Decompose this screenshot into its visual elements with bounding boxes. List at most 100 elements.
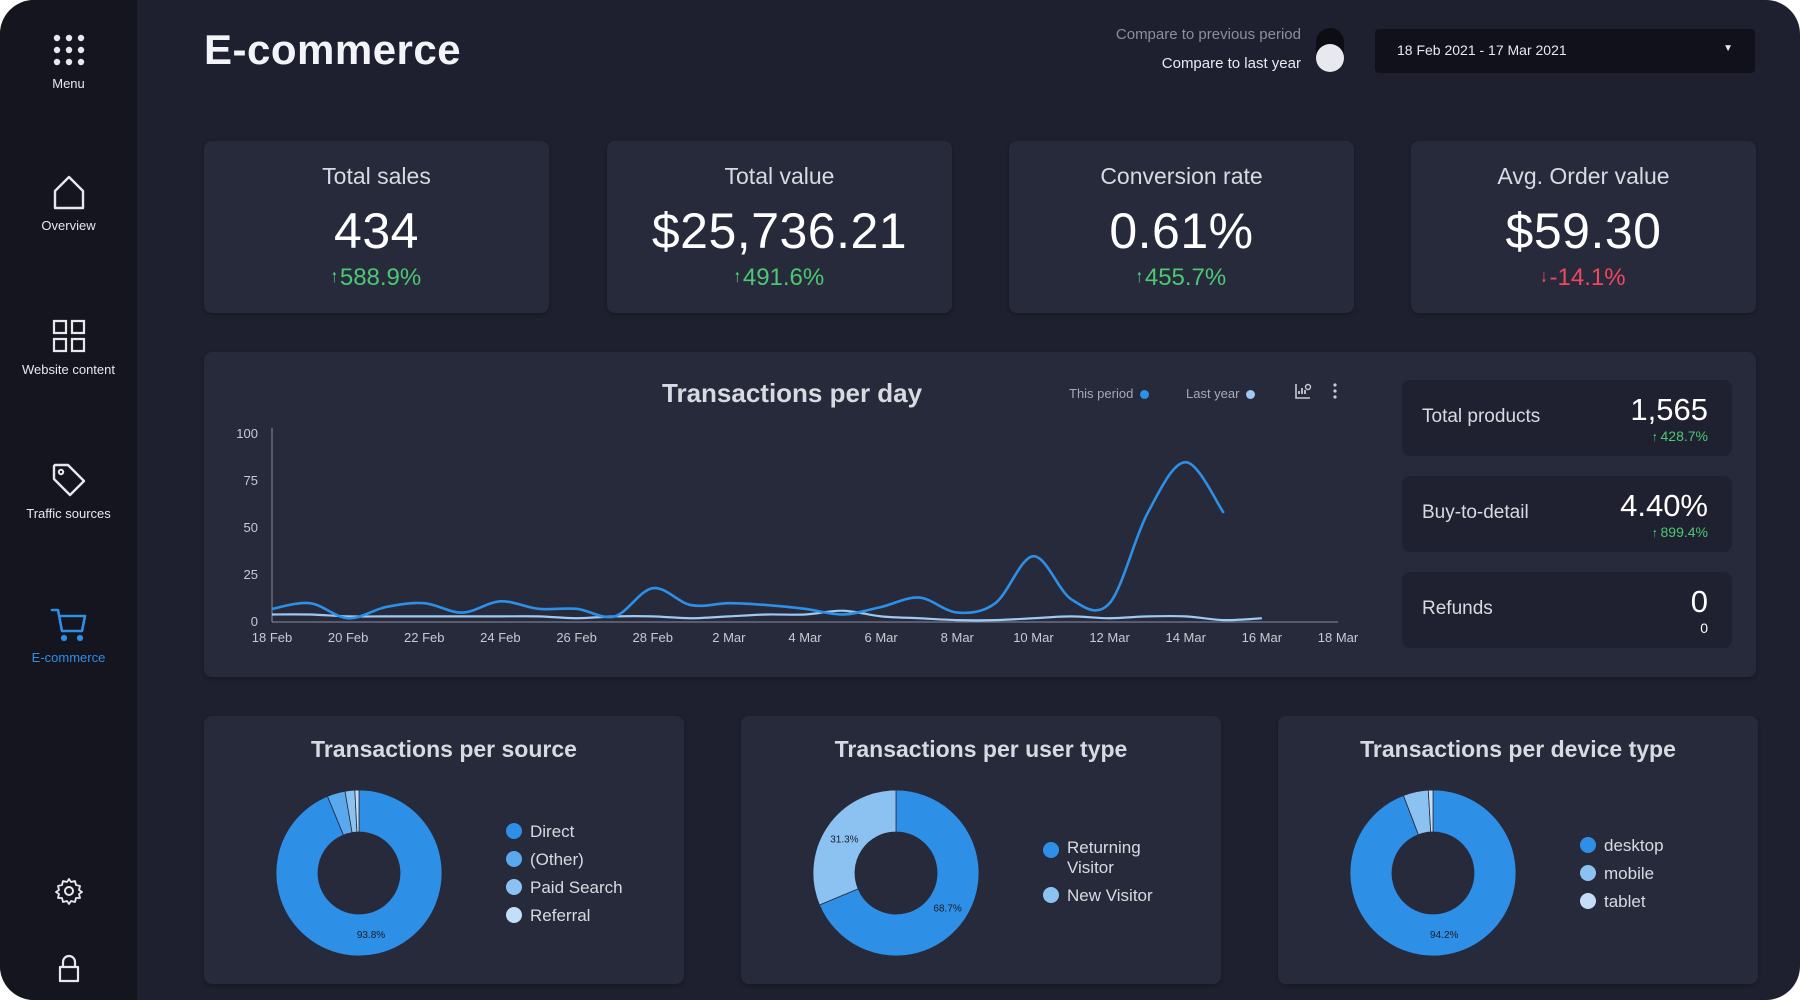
legend-label: Direct bbox=[530, 822, 575, 841]
kpi-title: Conversion rate bbox=[1100, 163, 1263, 189]
legend-item[interactable]: mobile bbox=[1580, 864, 1664, 884]
kpi-title: Avg. Order value bbox=[1497, 163, 1670, 189]
sidebar-item-overview[interactable]: Overview bbox=[0, 172, 137, 233]
sidebar-item-label: Website content bbox=[22, 362, 115, 377]
legend-label-line: Visitor bbox=[1067, 858, 1114, 877]
legend-label: (Other) bbox=[530, 850, 584, 869]
home-icon bbox=[53, 175, 84, 210]
kpi-change: 🠑 455.7% bbox=[1009, 264, 1354, 292]
x-tick-label: 16 Mar bbox=[1242, 630, 1283, 645]
sidebar-item-website-content[interactable]: Website content bbox=[0, 316, 137, 377]
legend-item[interactable]: Referral bbox=[506, 906, 623, 926]
user-type-donut-chart: 68.7% 31.3% bbox=[812, 789, 980, 957]
compare-previous-label: Compare to previous period bbox=[1115, 26, 1301, 43]
compare-toggle[interactable] bbox=[1316, 28, 1344, 72]
legend-item[interactable]: Direct bbox=[506, 822, 623, 842]
legend-dot bbox=[506, 879, 522, 896]
kpi-title: Total sales bbox=[322, 163, 431, 189]
x-tick-label: 28 Feb bbox=[632, 630, 672, 645]
date-range-select[interactable]: 18 Feb 2021 - 17 Mar 2021 ▼ bbox=[1375, 29, 1755, 73]
donut-slice[interactable] bbox=[818, 789, 980, 957]
legend-label: Paid Search bbox=[530, 878, 623, 897]
settings-button[interactable] bbox=[0, 876, 137, 912]
donut-slice[interactable] bbox=[812, 789, 897, 906]
legend-item[interactable]: New Visitor bbox=[1043, 886, 1153, 906]
legend-item[interactable]: (Other) bbox=[506, 850, 623, 870]
metric-label: Refunds bbox=[1422, 598, 1493, 619]
kpi-change: 🠑 588.9% bbox=[204, 264, 549, 292]
cart-icon bbox=[50, 608, 86, 642]
sidebar-item-e-commerce[interactable]: E-commerce bbox=[0, 604, 137, 665]
donut-slice[interactable] bbox=[354, 789, 360, 833]
menu-button[interactable]: Menu bbox=[0, 30, 137, 91]
legend-item[interactable]: Paid Search bbox=[506, 878, 623, 898]
legend-label: desktop bbox=[1604, 836, 1664, 855]
transactions-per-day-panel: Transactions per day This period Last ye… bbox=[204, 352, 1756, 677]
donut-slice[interactable] bbox=[1349, 789, 1517, 957]
lock-button[interactable] bbox=[0, 954, 137, 990]
legend-label: tablet bbox=[1604, 892, 1646, 911]
kpi-title: Total value bbox=[724, 163, 835, 189]
metric-change: 🠑 428.7% bbox=[1653, 428, 1708, 448]
arrow-up-icon: 🠑 bbox=[734, 268, 740, 285]
lock-icon bbox=[58, 954, 79, 983]
chart-title: Transactions per source bbox=[311, 736, 577, 762]
legend-dot bbox=[1246, 390, 1256, 400]
sidebar-item-label: Traffic sources bbox=[26, 506, 111, 521]
donut-slice[interactable] bbox=[275, 789, 443, 957]
slice-data-label: 93.8% bbox=[357, 930, 385, 941]
metric-value: 1,565 bbox=[1630, 392, 1708, 427]
legend-label: mobile bbox=[1604, 864, 1655, 883]
y-tick-label: 50 bbox=[244, 520, 258, 535]
legend-item[interactable]: desktop bbox=[1580, 836, 1664, 856]
legend-dot bbox=[1043, 887, 1059, 904]
legend-item[interactable]: Returning Visitor bbox=[1043, 838, 1153, 878]
grid-icon bbox=[52, 319, 85, 353]
x-tick-label: 22 Feb bbox=[404, 630, 444, 645]
kpi-change-value: 588.9% bbox=[339, 264, 422, 291]
transactions-per-source-card: Transactions per source 93.8% Direct (Ot… bbox=[204, 716, 684, 984]
legend-dot bbox=[1140, 390, 1150, 400]
series-line-last-year bbox=[271, 609, 1262, 622]
y-tick-label: 75 bbox=[244, 473, 258, 488]
sidebar-item-traffic-sources[interactable]: Traffic sources bbox=[0, 460, 137, 521]
metric-buy-to-detail: Buy-to-detail 4.40% 🠑 899.4% bbox=[1402, 476, 1732, 552]
y-tick-label: 25 bbox=[244, 567, 258, 582]
series-line-this-period bbox=[271, 460, 1225, 620]
legend-label: Referral bbox=[530, 906, 591, 925]
menu-grid-icon bbox=[53, 34, 84, 66]
legend-last-year[interactable]: Last year bbox=[1186, 386, 1256, 401]
x-tick-label: 20 Feb bbox=[328, 630, 368, 645]
legend-dot bbox=[1043, 842, 1059, 858]
legend-dot bbox=[506, 907, 522, 924]
x-tick-label: 24 Feb bbox=[480, 630, 520, 645]
kpi-change-value: 455.7% bbox=[1144, 264, 1227, 291]
chart-settings-icon[interactable] bbox=[1294, 382, 1312, 400]
donut-slice[interactable] bbox=[1427, 789, 1434, 833]
compare-last-year-label: Compare to last year bbox=[1161, 55, 1301, 72]
slice-data-label: 68.7% bbox=[933, 903, 961, 914]
kpi-change-value: -14.1% bbox=[1549, 264, 1626, 291]
legend-dot bbox=[1580, 893, 1596, 910]
device-type-donut-chart: 94.2% bbox=[1349, 789, 1517, 957]
kpi-value: $59.30 bbox=[1505, 203, 1662, 259]
chart-title: Transactions per user type bbox=[834, 736, 1128, 762]
kpi-avg-order-value: Avg. Order value $59.30 🠓 -14.1% bbox=[1411, 141, 1756, 313]
metric-label: Buy-to-detail bbox=[1422, 502, 1529, 523]
x-tick-label: 6 Mar bbox=[865, 630, 899, 645]
y-tick-label: 0 bbox=[251, 614, 258, 629]
arrow-up-icon: 🠑 bbox=[1652, 529, 1657, 540]
sidebar-item-label: E-commerce bbox=[31, 650, 106, 665]
transactions-per-device-type-card: Transactions per device type 94.2% deskt… bbox=[1278, 716, 1758, 984]
legend-label-line: Returning bbox=[1067, 838, 1141, 857]
legend-item[interactable]: tablet bbox=[1580, 892, 1664, 912]
source-donut-chart: 93.8% bbox=[275, 789, 443, 957]
legend-this-period[interactable]: This period bbox=[1069, 386, 1150, 401]
legend-label: New Visitor bbox=[1067, 886, 1153, 905]
page-title: E-commerce bbox=[204, 26, 462, 73]
more-options-icon[interactable] bbox=[1326, 382, 1344, 400]
legend-dot bbox=[506, 851, 522, 868]
gear-icon bbox=[54, 878, 83, 905]
x-tick-label: 14 Mar bbox=[1165, 630, 1206, 645]
